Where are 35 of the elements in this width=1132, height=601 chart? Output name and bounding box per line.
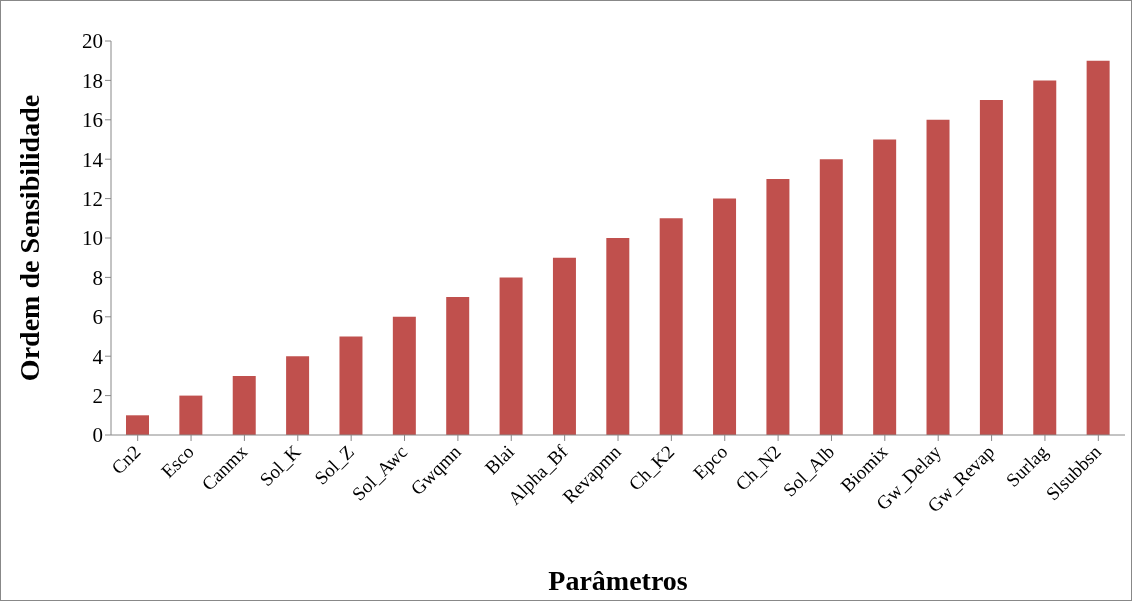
bar — [499, 277, 523, 435]
y-tick-label: 12 — [82, 187, 103, 212]
y-tick-label: 20 — [82, 29, 103, 54]
bar — [606, 238, 630, 435]
bar — [552, 257, 576, 435]
bar — [873, 139, 897, 435]
bar — [392, 316, 416, 435]
bar — [659, 218, 683, 435]
bar — [1086, 60, 1110, 435]
bar — [979, 100, 1003, 435]
y-tick-label: 18 — [82, 68, 103, 93]
bar — [766, 178, 790, 435]
bar — [339, 336, 363, 435]
bar — [713, 198, 737, 435]
bar — [126, 415, 149, 435]
y-tick-label: 4 — [92, 344, 104, 369]
x-tick-label: Epco — [689, 440, 732, 484]
x-tick-label: Cn2 — [107, 440, 145, 479]
bar — [232, 375, 256, 435]
y-tick-label: 16 — [82, 108, 103, 133]
y-tick-label: 2 — [92, 384, 103, 409]
bar — [446, 297, 470, 435]
y-tick-label: 14 — [82, 147, 104, 172]
y-axis-title: Ordem de Sensibilidade — [13, 94, 45, 382]
bar — [179, 395, 203, 435]
y-tick-label: 8 — [92, 265, 103, 290]
y-tick-label: 0 — [92, 423, 103, 448]
x-axis-title: Parâmetros — [548, 565, 688, 596]
bar — [819, 159, 843, 435]
y-tick-label: 6 — [92, 305, 103, 330]
x-tick-label: Esco — [156, 440, 198, 482]
bar — [286, 356, 310, 435]
bar — [1033, 80, 1057, 435]
y-tick-label: 10 — [82, 226, 103, 251]
bar — [926, 119, 950, 435]
